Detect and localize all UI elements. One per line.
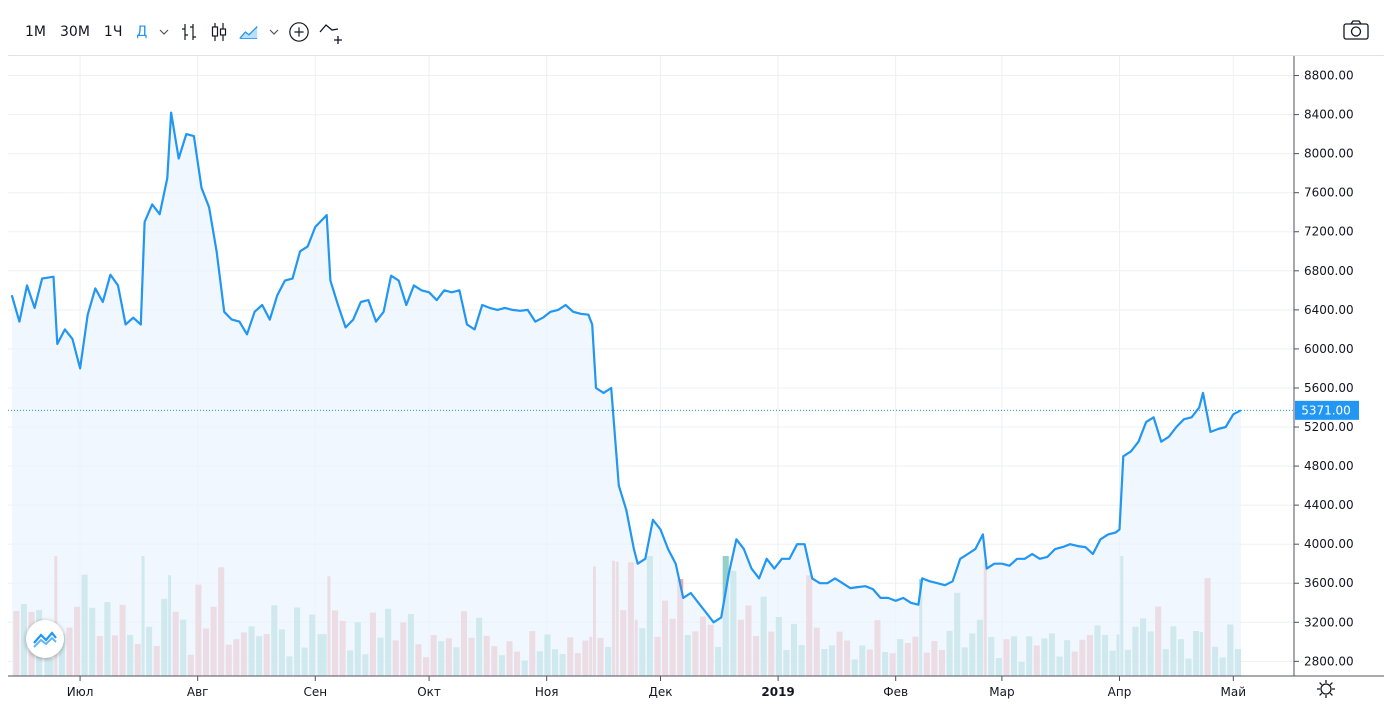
interval-day-button[interactable]: Д [136, 23, 148, 40]
y-tick-label: 7600.00 [1304, 186, 1354, 200]
x-tick-label: Июл [67, 685, 94, 699]
y-tick-label: 8800.00 [1304, 69, 1354, 83]
interval-30m-button[interactable]: 30М [60, 23, 90, 40]
y-tick-label: 4400.00 [1304, 498, 1354, 512]
x-tick-label: Окт [417, 685, 441, 699]
x-tick-label: 2019 [761, 685, 794, 699]
area-chart-icon[interactable] [238, 21, 260, 43]
price-axis[interactable]: 8800.00 8400.00 8000.00 7600.00 7200.00 6800.… [1294, 69, 1354, 669]
y-tick-label: 4800.00 [1304, 459, 1354, 473]
price-line [10, 111, 1242, 624]
y-tick-label: 3200.00 [1304, 615, 1354, 629]
price-chart[interactable]: 8800.00 8400.00 8000.00 7600.00 7200.00 6800.… [8, 56, 1384, 709]
y-tick-label: 6400.00 [1304, 303, 1354, 317]
y-tick-label: 6000.00 [1304, 342, 1354, 356]
interval-1m-button[interactable]: 1М [25, 23, 46, 40]
candlestick-icon[interactable] [208, 21, 230, 43]
add-indicator-icon[interactable] [288, 21, 310, 43]
chart-toolbar: 1М 30М 1Ч Д [8, 8, 1384, 56]
settings-gear-icon[interactable] [1317, 680, 1335, 698]
compare-icon[interactable] [318, 21, 350, 44]
x-tick-label: Дек [648, 685, 672, 699]
y-tick-label: 5200.00 [1304, 420, 1354, 434]
time-axis[interactable]: Июл Авг Сен Окт Ноя Дек 2019 Фев Мар Апр Май [67, 676, 1246, 699]
y-tick-label: 8000.00 [1304, 147, 1354, 161]
last-price-label: 5371.00 [1295, 400, 1359, 420]
x-tick-label: Авг [187, 685, 209, 699]
x-tick-label: Фев [883, 685, 908, 699]
y-tick-label: 2800.00 [1304, 654, 1354, 668]
x-tick-label: Апр [1108, 685, 1132, 699]
tradingview-logo-icon[interactable] [26, 620, 64, 658]
y-tick-label: 6800.00 [1304, 264, 1354, 278]
y-tick-label: 4000.00 [1304, 537, 1354, 551]
last-price-badge [1295, 400, 1359, 420]
chevron-down-icon[interactable] [158, 21, 170, 43]
x-tick-label: Мар [989, 685, 1014, 699]
bar-chart-icon[interactable] [178, 21, 200, 43]
last-price-value: 5371.00 [1301, 403, 1351, 417]
interval-1h-button[interactable]: 1Ч [103, 23, 123, 40]
price-area [11, 112, 1241, 677]
camera-icon[interactable] [1342, 19, 1370, 41]
y-tick-label: 7200.00 [1304, 225, 1354, 239]
x-tick-label: Ноя [535, 685, 559, 699]
y-tick-label: 8400.00 [1304, 108, 1354, 122]
x-tick-label: Сен [303, 685, 327, 699]
y-tick-label: 3600.00 [1304, 576, 1354, 590]
x-tick-label: Май [1221, 685, 1247, 699]
chevron-down-icon[interactable] [268, 21, 280, 43]
y-tick-label: 5600.00 [1304, 381, 1354, 395]
